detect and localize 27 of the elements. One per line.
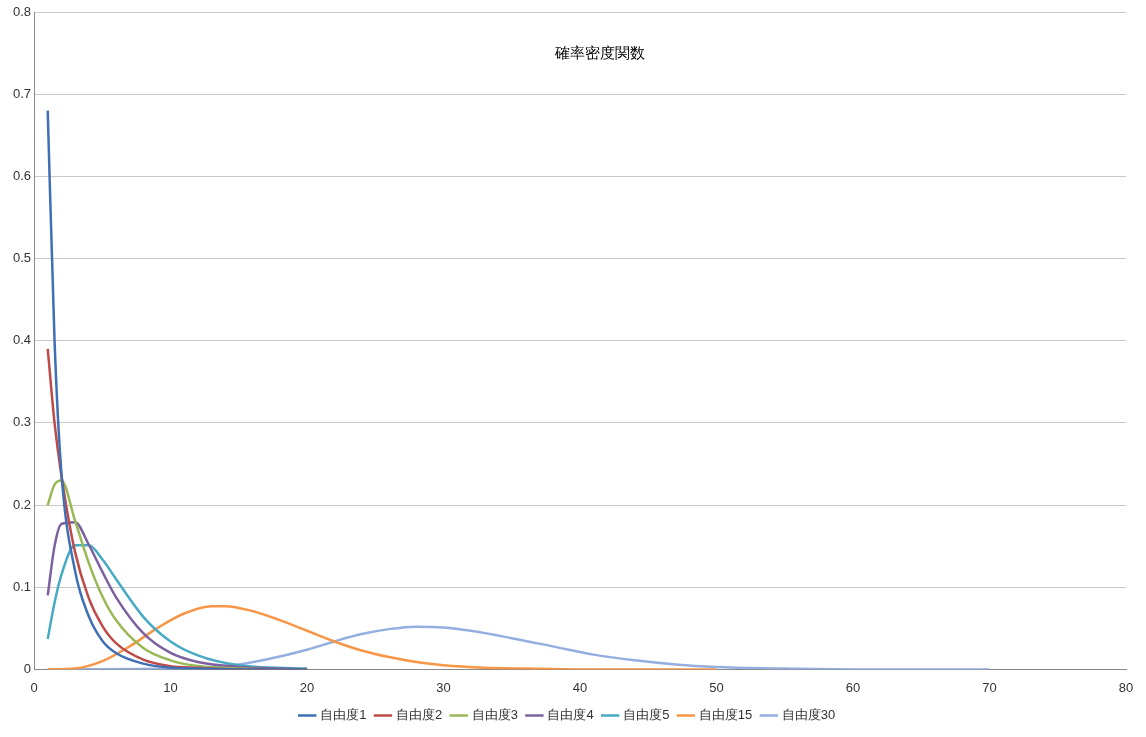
legend-label: 自由度15: [698, 707, 753, 723]
x-tick-label: 10: [163, 679, 178, 695]
y-tick-label: 0: [23, 660, 32, 676]
y-tick-label: 0.7: [12, 85, 32, 101]
y-tick-label: 0.6: [12, 167, 32, 183]
legend-label: 自由度3: [471, 707, 518, 723]
y-tick-label: 0.1: [12, 578, 32, 594]
x-tick-label: 20: [299, 679, 315, 695]
x-tick-label: 80: [1118, 679, 1134, 695]
x-tick-label: 30: [436, 679, 451, 695]
line-series: [46, 109, 309, 670]
y-tick-label: 0.4: [12, 332, 32, 348]
legend-label: 自由度30: [781, 707, 836, 723]
y-tick-label: 0.3: [12, 414, 32, 430]
y-tick-label: 0.5: [12, 250, 32, 266]
x-tick-label: 40: [572, 679, 588, 695]
legend-label: 自由度2: [395, 707, 443, 723]
legend-label: 自由度5: [623, 707, 670, 723]
y-tick-label: 0.8: [12, 3, 32, 19]
legend-label: 自由度1: [320, 707, 367, 723]
x-tick-label: 70: [982, 679, 997, 695]
legend-label: 自由度4: [547, 707, 594, 723]
x-tick-label: 50: [709, 679, 724, 695]
y-tick-label: 0.2: [12, 496, 32, 512]
x-tick-label: 60: [845, 679, 861, 695]
text: 確率密度関数: [554, 43, 646, 62]
line-series: [46, 604, 718, 670]
